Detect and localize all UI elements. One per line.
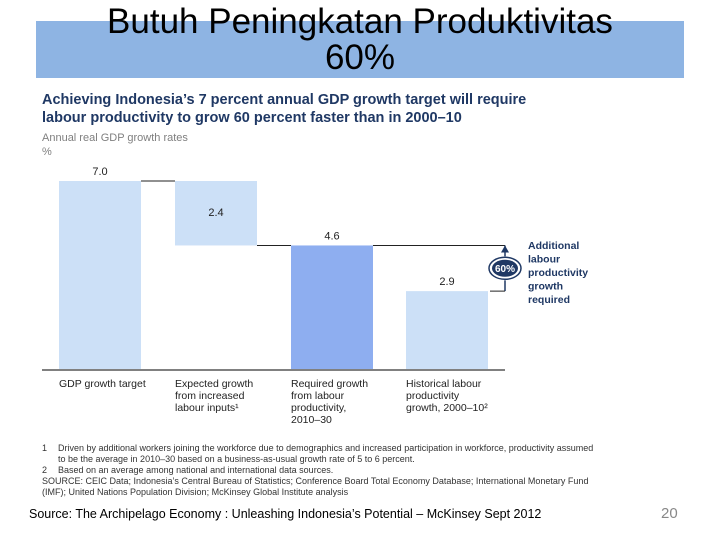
bar-value-label: 2.4 — [208, 207, 223, 219]
axis-title-line1: Annual real GDP growth rates — [42, 132, 188, 144]
category-label: Required growth — [291, 378, 368, 390]
category-label: Historical labour — [406, 378, 482, 390]
annotation-text: growth — [528, 281, 563, 293]
title-band — [36, 21, 684, 78]
category-label: growth, 2000–10² — [406, 402, 488, 414]
footnote-number: 1 — [42, 443, 48, 453]
category-label: labour inputs¹ — [175, 402, 239, 414]
category-label: from labour — [291, 390, 345, 402]
exhibit-heading-line1: Achieving Indonesia’s 7 percent annual G… — [42, 92, 527, 108]
bar-value-label: 2.9 — [439, 276, 454, 288]
page-number: 20 — [661, 505, 678, 522]
annotation-text: labour — [528, 254, 560, 266]
footnote: 1 Driven by additional workers joining th… — [42, 443, 602, 465]
bar — [406, 291, 488, 369]
bar — [291, 245, 373, 369]
bar — [175, 181, 257, 246]
category-label: GDP growth target — [59, 378, 146, 390]
bar-value-label: 4.6 — [324, 230, 339, 242]
footnote: 2 Based on an average among national and … — [42, 465, 602, 476]
slide-title-line2: 60% — [324, 38, 396, 77]
axis-title-line2: % — [42, 146, 52, 158]
annotation-arrowhead — [501, 245, 509, 253]
annotation-text: Additional — [528, 240, 579, 252]
bar-value-label: 7.0 — [92, 166, 107, 178]
annotation-text: required — [528, 294, 570, 306]
category-label: productivity — [406, 390, 460, 402]
source-note: SOURCE: CEIC Data; Indonesia’s Central B… — [42, 476, 602, 498]
footnote-text: Based on an average among national and i… — [58, 465, 334, 475]
footnotes: 1 Driven by additional workers joining th… — [42, 443, 602, 498]
annotation-badge — [492, 259, 518, 277]
annotation-badge-label: 60% — [495, 264, 515, 275]
source-note-text: SOURCE: CEIC Data; Indonesia’s Central B… — [42, 476, 589, 497]
slide-title-line1: Butuh Peningkatan Produktivitas — [107, 2, 613, 41]
footnote-text: Driven by additional workers joining the… — [58, 443, 594, 464]
category-label: Expected growth — [175, 378, 253, 390]
annotation-text: productivity — [528, 267, 588, 279]
category-label: 2010–30 — [291, 414, 332, 426]
axis-title: Annual real GDP growth rates % — [42, 131, 188, 159]
bar — [59, 181, 141, 369]
exhibit-heading: Achieving Indonesia’s 7 percent annual G… — [42, 91, 602, 127]
exhibit-heading-line2: labour productivity to grow 60 percent f… — [42, 110, 462, 126]
source-citation: Source: The Archipelago Economy : Unleas… — [29, 507, 542, 521]
category-label: from increased — [175, 390, 245, 402]
category-label: productivity, — [291, 402, 346, 414]
footnote-number: 2 — [42, 465, 48, 475]
slide-title: Butuh Peningkatan Produktivitas 60% — [0, 4, 720, 76]
